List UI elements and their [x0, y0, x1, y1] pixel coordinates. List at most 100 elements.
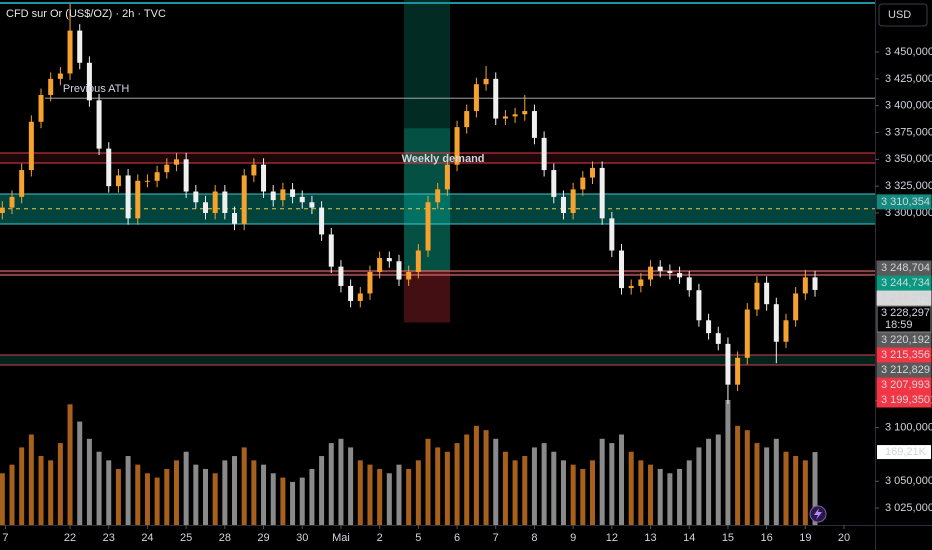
x-tick-label: 28 [219, 532, 231, 544]
candle-body [48, 78, 54, 95]
price-tag[interactable] [876, 275, 932, 291]
volume-bar [241, 447, 247, 525]
candle-body [619, 250, 625, 289]
currency-button[interactable] [878, 3, 928, 27]
x-tick-label: 23 [103, 532, 115, 544]
price-tag[interactable] [876, 392, 932, 408]
volume-bar [38, 456, 44, 525]
candle-body [657, 266, 663, 271]
candle-body [125, 175, 131, 219]
candle-body [493, 78, 499, 119]
y-tick-label: 3 025,000 [885, 502, 932, 514]
volume-bar [261, 464, 267, 525]
price-tag[interactable] [876, 377, 932, 393]
candle-body [696, 290, 702, 321]
candle-body [232, 212, 238, 224]
candle-body [270, 191, 276, 201]
candle-body [193, 191, 199, 203]
candle-body [86, 62, 92, 101]
x-tick-label: 19 [799, 532, 811, 544]
volume-bar [706, 438, 712, 525]
candle-body [667, 270, 673, 274]
volume-bar [173, 460, 179, 525]
candle-body [377, 258, 383, 272]
volume-bar [735, 425, 741, 525]
y-tick-label: 3 050,000 [885, 475, 932, 487]
price-tag-label: 3 212,829 [881, 364, 930, 376]
candle-body [299, 196, 305, 203]
price-tag[interactable] [876, 305, 932, 333]
price-tag[interactable] [876, 347, 932, 363]
volume-bar [444, 451, 450, 525]
volume-bar [744, 430, 750, 525]
y-tick-label: 3 400,000 [885, 100, 932, 112]
volume-bar [154, 477, 160, 525]
price-tag-label: 3 207,993 [881, 379, 930, 391]
candle-body [551, 170, 557, 197]
candle-body [241, 175, 247, 224]
volumes [0, 400, 818, 525]
volume-bar [86, 438, 92, 525]
currency[interactable]: USD [888, 9, 911, 21]
price-tag[interactable] [876, 362, 932, 378]
overlay: Previous ATH Weekly demand [63, 83, 485, 165]
y-tick-label: 3 300,000 [885, 207, 932, 219]
volume-bar [715, 434, 721, 525]
candle-body [793, 293, 799, 321]
volume-bar [493, 438, 499, 525]
alert-bolt [814, 508, 822, 520]
volume-bar [222, 460, 228, 525]
candle-body [473, 84, 479, 112]
zone [0, 153, 875, 163]
candle-body [560, 196, 566, 213]
candle-body [309, 202, 315, 208]
volume-bar [619, 434, 625, 525]
chart-title: CFD sur Or (US$/OZ) · 2h · TVC [6, 8, 166, 20]
x-tick-label: 13 [644, 532, 656, 544]
candle-body [609, 218, 615, 251]
volume-bar [764, 447, 770, 525]
candle-body [67, 30, 73, 74]
price-tag[interactable] [876, 194, 932, 210]
demand-risk [404, 270, 451, 323]
volume-bar [164, 468, 170, 525]
candle-body [812, 277, 818, 290]
price-tag-label: 3 199,350 [881, 394, 930, 406]
candle-body [541, 137, 547, 171]
demand-label: Weekly demand [402, 153, 485, 165]
volume-bar [599, 438, 605, 525]
price-tag[interactable] [876, 260, 932, 276]
candle-body [599, 167, 605, 219]
candle-body [19, 170, 25, 197]
candle-body [444, 164, 450, 190]
x-tick-label: 24 [141, 532, 153, 544]
candle-body [0, 207, 5, 213]
volume-bar [144, 473, 150, 525]
volume-tag [877, 445, 931, 460]
volume-bar [28, 434, 34, 525]
price-tag[interactable] [876, 332, 932, 348]
volume-bar [522, 456, 528, 525]
volume-bar [589, 460, 595, 525]
candle-body [589, 167, 595, 178]
candle-body [144, 180, 150, 182]
volume-bar [560, 460, 566, 525]
candle-body [251, 164, 257, 176]
volume-bar [686, 460, 692, 525]
volume-bar [280, 477, 286, 525]
volume-bar [802, 460, 808, 525]
x-tick-label: 29 [257, 532, 269, 544]
volume-bar [348, 447, 354, 525]
volume-bar [125, 456, 131, 525]
price-tag[interactable] [876, 290, 932, 306]
candle-body [464, 111, 470, 128]
candle-body [77, 30, 83, 63]
volume-bar [319, 456, 325, 525]
volume-bar [299, 477, 305, 525]
candle-body [164, 164, 170, 173]
candle-body [348, 285, 354, 301]
volume-bar [425, 438, 431, 525]
volume-bar [570, 464, 576, 525]
candle-body [570, 189, 576, 213]
